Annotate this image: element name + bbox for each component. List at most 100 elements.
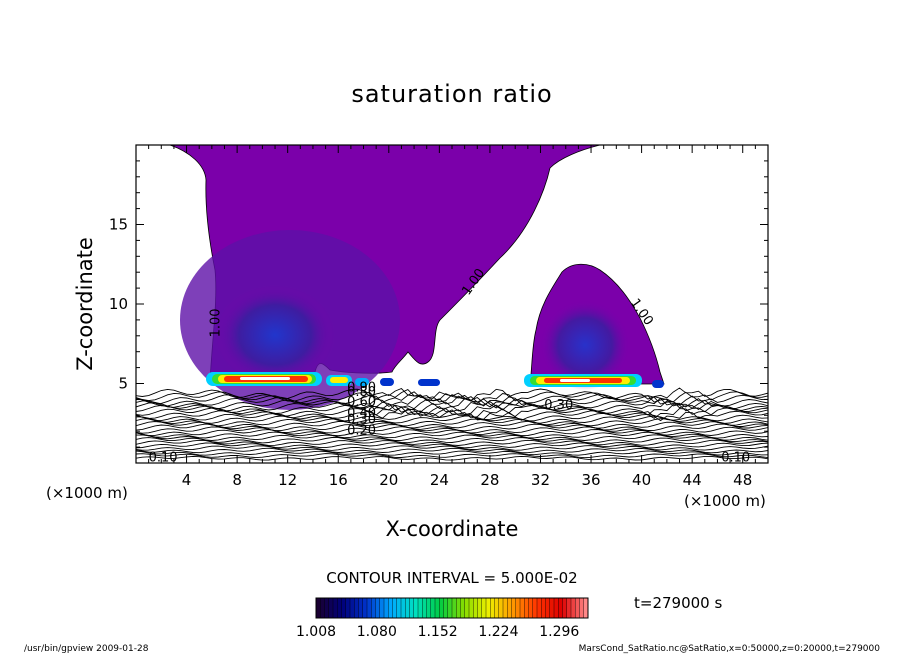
x-tick-label: 32: [531, 471, 550, 489]
colorbar-cell: [447, 598, 453, 618]
colorbar-cell: [528, 598, 534, 618]
contour-line: [136, 408, 768, 422]
contour-label: 0.10: [149, 450, 178, 465]
y-tick-label: 10: [109, 295, 128, 313]
colorbar-cell: [333, 598, 338, 618]
colorbar-cell: [362, 598, 368, 618]
contour-label: 0.10: [721, 450, 750, 465]
colorbar-cell: [379, 598, 385, 618]
contour-line: [136, 437, 768, 444]
colorbar-cell: [520, 598, 525, 618]
colorbar-cell: [422, 598, 427, 618]
colorbar-frame: [315, 597, 589, 619]
colorbar-cell: [477, 598, 483, 618]
colorbar-cell: [316, 598, 321, 618]
x-tick-label: 20: [379, 471, 398, 489]
colorbar-cell: [575, 598, 580, 618]
colorbar-cell: [401, 598, 406, 618]
contour-line: [136, 420, 768, 429]
colorbar-cell: [443, 598, 449, 618]
colorbar-cell: [537, 598, 542, 618]
contour-label: 0.30: [544, 398, 573, 413]
colorbar-cell: [469, 598, 474, 618]
contour-line: [136, 400, 768, 413]
colorbar-cell: [392, 598, 398, 618]
x-tick-label: 24: [430, 471, 449, 489]
contour-line: [136, 434, 768, 441]
contour-label: 0.80: [347, 385, 376, 400]
x-tick-label: 12: [278, 471, 297, 489]
saturated-bands: [206, 372, 664, 388]
colorbar-cell: [558, 598, 563, 618]
contour-line: [136, 450, 768, 456]
x-unit-left: (×1000 m): [46, 484, 128, 502]
colorbar-cell: [388, 598, 393, 618]
chart-title: saturation ratio: [351, 80, 552, 108]
colorbar-cell: [418, 598, 423, 618]
x-tick-label: 8: [232, 471, 242, 489]
contour-lines: [136, 387, 768, 461]
colorbar-cell: [371, 598, 376, 618]
contour-line: [136, 447, 768, 454]
colorbar-cell: [515, 598, 521, 618]
x-axis-label: X-coordinate: [386, 517, 519, 541]
contour-line: [136, 415, 768, 424]
colorbar-cell: [430, 598, 436, 618]
contour-label: 0.40: [347, 406, 376, 421]
x-unit-right: (×1000 m): [684, 492, 766, 510]
colorbar-cell: [337, 598, 342, 618]
contour-interval: CONTOUR INTERVAL = 5.000E-02: [326, 569, 577, 587]
contour-labels: 1.001.001.000.900.800.600.400.300.200.30…: [149, 266, 751, 465]
colorbar-cell: [439, 598, 444, 618]
colorbar-cell: [464, 598, 470, 618]
contour-line: [136, 404, 768, 416]
colorbar-cell: [367, 598, 372, 618]
contour-label: 1.00: [208, 308, 223, 337]
y-axis-label: Z-coordinate: [73, 237, 97, 371]
colorbar-cell: [426, 598, 432, 618]
colorbar-cell: [511, 598, 517, 618]
colorbar-cell: [562, 598, 568, 618]
contour-line: [136, 453, 768, 459]
colorbar-cell: [549, 598, 555, 618]
contour-line: [136, 429, 768, 437]
contour-line: [136, 397, 768, 411]
colorbar-cell: [354, 598, 359, 618]
colorbar-cell: [405, 598, 410, 618]
colorbar-cell: [545, 598, 551, 618]
colorbar-cell: [345, 598, 351, 618]
contour-label: 0.30: [347, 412, 376, 427]
contour-line: [136, 406, 768, 419]
contour-line: [136, 387, 768, 402]
colorbar-cell: [481, 598, 487, 618]
colorbar-cell: [541, 598, 546, 618]
colorbar-cell: [435, 598, 440, 618]
colorbar-cell: [341, 598, 347, 618]
y-axis: 5 10 15: [109, 160, 768, 448]
colorbar-tick-label: 1.008: [296, 624, 336, 640]
colorbar-cell: [498, 598, 504, 618]
colorbar-cell: [490, 598, 495, 618]
colorbar-cell: [456, 598, 461, 618]
colorbar-cell: [350, 598, 355, 618]
footer-left: /usr/bin/gpview 2009-01-28: [24, 644, 149, 654]
contour-label: 0.20: [347, 423, 376, 438]
colorbar-tick-label: 1.152: [418, 624, 458, 640]
colorbar-cell: [328, 598, 334, 618]
colorbar-cell: [507, 598, 512, 618]
colorbar-ticks: 1.008 1.080 1.152 1.224 1.296: [296, 624, 579, 640]
colorbar-cell: [396, 598, 402, 618]
colorbar-cell: [413, 598, 419, 618]
x-tick-label: 16: [329, 471, 348, 489]
contour-line: [136, 442, 768, 449]
colorbar-cell: [384, 598, 389, 618]
x-tick-label: 36: [581, 471, 600, 489]
colorbar-tick-label: 1.224: [478, 624, 518, 640]
colorbar-cell: [583, 598, 589, 618]
colorbar: [315, 598, 589, 618]
colorbar-cell: [473, 598, 478, 618]
contour-label: 0.60: [347, 395, 376, 410]
colorbar-cell: [486, 598, 491, 618]
contour-line: [136, 423, 768, 432]
